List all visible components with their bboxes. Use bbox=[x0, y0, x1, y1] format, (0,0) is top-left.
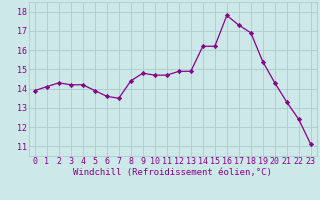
X-axis label: Windchill (Refroidissement éolien,°C): Windchill (Refroidissement éolien,°C) bbox=[73, 168, 272, 177]
